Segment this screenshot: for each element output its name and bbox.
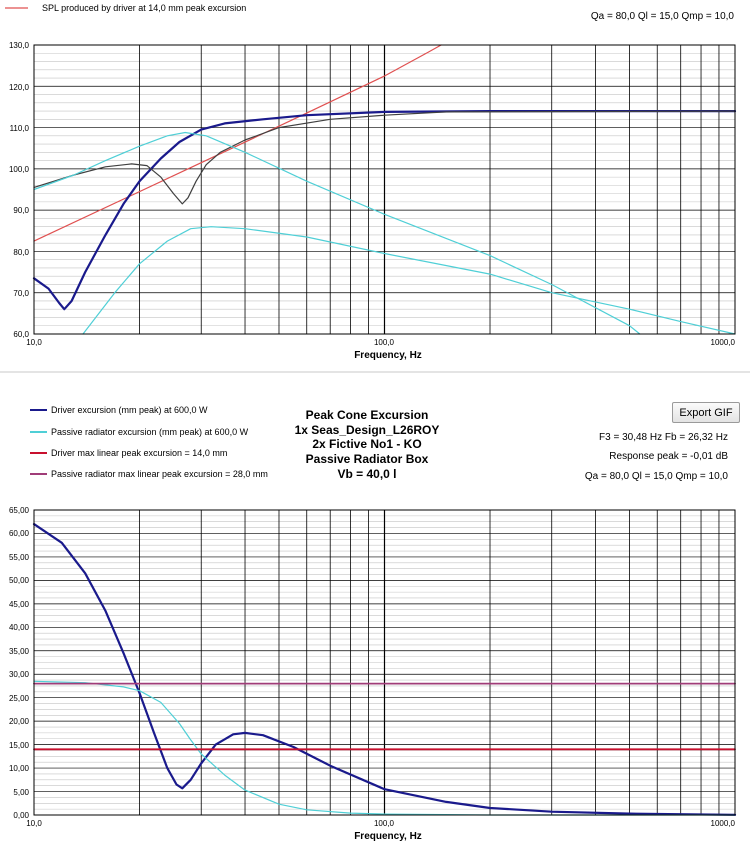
spl-y-axis: 60,0 70,0 80,0 90,0 100,0 110,0 120,0 13… [9,41,30,339]
excursion-y-tick-label: 45,00 [9,600,30,609]
spl-x-tick-label: 10,0 [26,338,42,347]
spl-x-tick-label: 1000,0 [711,338,736,347]
spl-series-red-0 [33,44,442,242]
excursion-y-tick-label: 30,00 [9,670,30,679]
excursion-y-tick-label: 10,00 [9,764,30,773]
excursion-y-tick-label: 5,00 [13,788,29,797]
excursion-y-axis: 0,00 5,00 10,00 15,00 20,00 25,00 30,00 … [9,506,30,820]
legend-label-driver: Driver excursion (mm peak) at 600,0 W [51,405,208,415]
spl-y-tick-label: 120,0 [9,83,30,92]
title-line: Vb = 40,0 l [337,467,396,481]
top-params-text: Qa = 80,0 Ql = 15,0 Qmp = 10,0 [591,11,735,22]
excursion-y-tick-label: 0,00 [13,811,29,820]
excursion-y-tick-label: 20,00 [9,717,30,726]
spl-series-gray-2 [33,110,736,205]
excursion-chart-frame [33,509,736,816]
title-line: Peak Cone Excursion [306,408,429,422]
excursion-y-tick-label: 35,00 [9,647,30,656]
spl-x-tick-label: 100,0 [374,338,395,347]
export-gif-button[interactable]: Export GIF [672,402,740,423]
spl-chart [32,44,737,335]
title-line: Passive Radiator Box [306,452,429,466]
spl-y-tick-label: 100,0 [9,165,30,174]
legend-label-driver-max: Driver max linear peak excursion = 14,0 … [51,448,227,458]
top-legend-label: SPL produced by driver at 14,0 mm peak e… [42,3,246,13]
excursion-legend: Driver excursion (mm peak) at 600,0 W Pa… [30,405,268,479]
excursion-x-axis-label: Frequency, Hz [354,831,422,842]
excursion-y-tick-label: 25,00 [9,694,30,703]
spl-x-axis-label: Frequency, Hz [354,350,422,361]
excursion-y-tick-label: 15,00 [9,741,30,750]
spl-x-axis: 10,0 100,0 1000,0 Frequency, Hz [26,338,735,361]
legend-label-passive-max: Passive radiator max linear peak excursi… [51,469,268,479]
excursion-y-tick-label: 50,00 [9,576,30,585]
spl-chart-frame [33,44,736,335]
excursion-x-tick-label: 1000,0 [711,819,736,828]
spl-y-tick-label: 130,0 [9,41,30,50]
excursion-x-tick-label: 100,0 [374,819,395,828]
title-line: 1x Seas_Design_L26ROY [295,423,440,437]
info-line: Qa = 80,0 Ql = 15,0 Qmp = 10,0 [585,471,729,482]
info-line: Response peak = -0,01 dB [609,451,728,462]
spl-series-cyan-4 [82,226,736,335]
title-line: 2x Fictive No1 - KO [312,437,421,451]
spl-y-tick-label: 110,0 [10,124,30,133]
spl-series-navy-1 [32,110,737,311]
excursion-y-tick-label: 55,00 [9,553,30,562]
spl-y-tick-label: 80,0 [13,248,29,257]
excursion-x-tick-label: 10,0 [26,819,42,828]
legend-label-passive: Passive radiator excursion (mm peak) at … [51,427,249,437]
info-line: F3 = 30,48 Hz Fb = 26,32 Hz [599,432,728,443]
spl-y-tick-label: 90,0 [13,206,29,215]
excursion-series-navy-0 [32,523,737,816]
spl-y-tick-label: 60,0 [13,330,29,339]
excursion-title: Peak Cone Excursion 1x Seas_Design_L26RO… [295,408,440,481]
excursion-y-tick-label: 40,00 [9,623,30,632]
excursion-series-cyan-1 [33,680,736,816]
spl-y-tick-label: 70,0 [13,289,29,298]
excursion-info: F3 = 30,48 Hz Fb = 26,32 Hz Response pea… [585,432,729,482]
excursion-y-tick-label: 65,00 [9,506,30,515]
excursion-x-axis: 10,0 100,0 1000,0 Frequency, Hz [26,819,735,842]
excursion-chart [32,510,737,816]
excursion-y-tick-label: 60,00 [9,529,30,538]
spl-series-cyan-3 [33,131,641,335]
